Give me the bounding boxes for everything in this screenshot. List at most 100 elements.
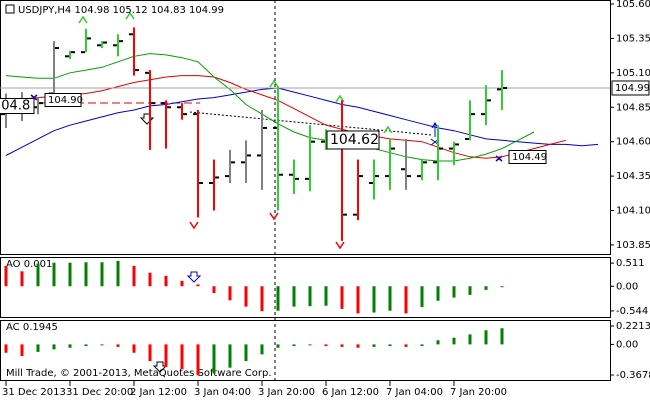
y-tick-label: 0.00 <box>616 339 638 350</box>
y-tick-label: 0.511 <box>616 258 645 269</box>
x-tick-label: 7 Jan 04:00 <box>386 387 443 398</box>
fractal-down <box>335 241 345 250</box>
trend-line <box>189 111 433 136</box>
symbol-icon <box>5 4 15 14</box>
histogram-bar <box>164 275 168 287</box>
histogram-bar <box>132 344 136 353</box>
copyright: Mill Trade, © 2001-2013, MetaQuotes Soft… <box>6 368 272 379</box>
histogram-bar <box>420 286 424 308</box>
histogram-bar <box>4 265 8 287</box>
y-tick-label: 104.60 <box>616 137 650 148</box>
histogram-bar <box>100 344 104 346</box>
histogram-bar <box>468 334 472 345</box>
annotation: 104.90 <box>48 95 83 106</box>
x-tick-label: 31 Dec 2013 <box>2 387 66 398</box>
histogram-bar <box>276 344 280 348</box>
histogram-bar <box>212 286 216 294</box>
histogram-bar <box>500 328 504 345</box>
histogram-bar <box>20 344 24 357</box>
y-tick-label: 104.85 <box>616 102 650 113</box>
y-tick-label: 105.10 <box>616 68 650 79</box>
fractal-down <box>189 221 199 230</box>
histogram-bar <box>180 344 184 370</box>
signal-arrow <box>152 361 168 373</box>
histogram-bar <box>372 286 376 313</box>
histogram-bar <box>356 286 360 314</box>
histogram-bar <box>68 262 72 287</box>
histogram-bar <box>452 337 456 345</box>
histogram-bar <box>196 344 200 376</box>
annotation: 104.8 <box>0 99 30 114</box>
histogram-bar <box>68 344 72 348</box>
histogram-bar <box>356 344 360 348</box>
histogram-bar <box>340 286 344 309</box>
main-frame <box>0 0 611 255</box>
x-tick-label: 7 Jan 20:00 <box>450 387 507 398</box>
annotation-box <box>326 130 380 150</box>
histogram-bar <box>292 286 296 307</box>
histogram-bar <box>404 286 408 314</box>
histogram-bar <box>484 330 488 345</box>
histogram-bar <box>84 262 88 287</box>
histogram-bar <box>132 265 136 287</box>
histogram-bar <box>436 340 440 345</box>
histogram-bar <box>244 286 248 307</box>
y-tick-label: -0.544 <box>616 306 648 317</box>
histogram-bar <box>468 286 472 295</box>
x-tick-label: 3 Jan 20:00 <box>258 387 315 398</box>
histogram-bar <box>148 272 152 287</box>
histogram-bar <box>228 344 232 368</box>
y-tick-label: 104.35 <box>616 171 650 182</box>
histogram-bar <box>196 284 200 287</box>
y-tick-label: 0.2213 <box>616 321 650 332</box>
histogram-bar <box>20 271 24 287</box>
histogram-bar <box>4 344 8 353</box>
histogram-bar <box>388 344 392 347</box>
moving-average <box>5 53 535 162</box>
histogram-bar <box>260 286 264 312</box>
y-tick-label: 105.35 <box>616 33 650 44</box>
x-tick-label: 2 Jan 12:00 <box>130 387 187 398</box>
last-price-label: 104.99 <box>615 83 650 94</box>
signal-arrow <box>186 271 202 283</box>
histogram-bar <box>212 344 216 374</box>
x-tick-label: 6 Jan 12:00 <box>322 387 379 398</box>
annotation: 104.62 <box>330 132 379 148</box>
histogram-bar <box>484 286 488 290</box>
ac-title: AC 0.1945 <box>6 322 58 333</box>
histogram-bar <box>292 344 296 347</box>
histogram-bar <box>420 344 424 347</box>
histogram-bar <box>84 344 88 347</box>
histogram-bar <box>324 344 328 347</box>
histogram-bar <box>244 344 248 362</box>
ac-frame <box>0 320 611 381</box>
histogram-bar <box>340 344 344 347</box>
y-tick-label: -0.3678 <box>616 370 650 381</box>
histogram-bar <box>36 344 40 352</box>
histogram-bar <box>164 344 168 367</box>
histogram-bar <box>308 286 312 307</box>
histogram-bar <box>116 260 120 287</box>
histogram-bar <box>148 344 152 362</box>
histogram-bar <box>180 280 184 287</box>
histogram-bar <box>436 286 440 301</box>
histogram-bar <box>372 344 376 347</box>
fractal-up <box>383 125 393 134</box>
histogram-bar <box>228 286 232 301</box>
fractal-up <box>269 79 279 88</box>
histogram-bar <box>52 344 56 350</box>
ao-title: AO 0.001 <box>6 259 52 270</box>
annotation-box <box>44 93 82 107</box>
histogram-bar <box>404 344 408 347</box>
annotation-box <box>508 150 547 164</box>
y-tick-label: 103.85 <box>616 240 650 251</box>
histogram-bar <box>116 344 120 347</box>
annotation-box <box>0 98 35 114</box>
fractal-up <box>125 11 135 20</box>
ao-frame <box>0 257 611 318</box>
y-tick-label: 0.00 <box>616 281 638 292</box>
moving-average <box>5 87 599 156</box>
